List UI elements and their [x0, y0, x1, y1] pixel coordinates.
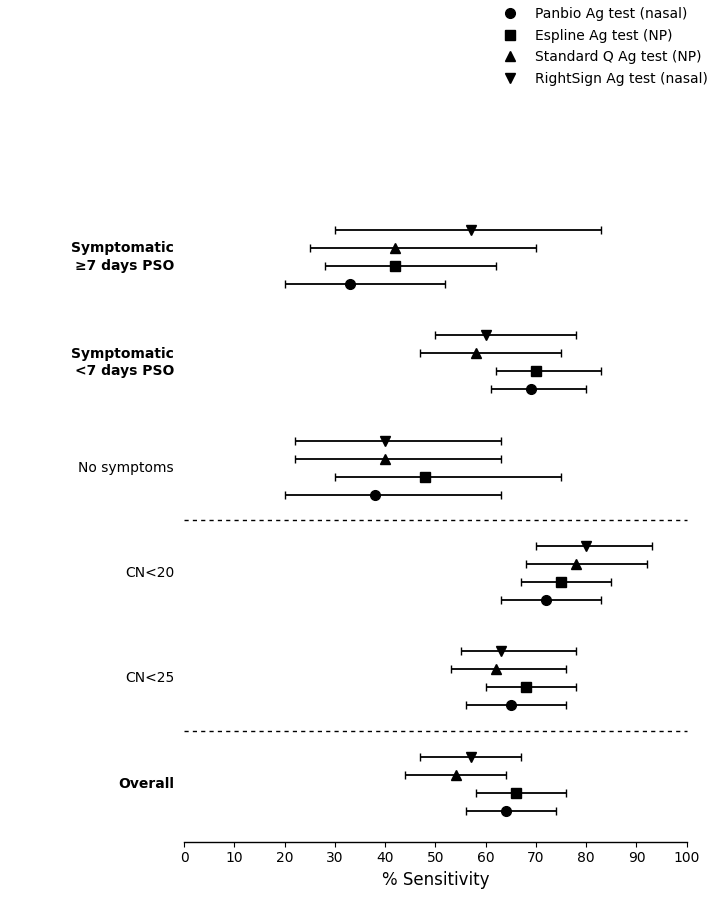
Text: Overall: Overall	[118, 776, 174, 791]
Text: Symptomatic
≥7 days PSO: Symptomatic ≥7 days PSO	[71, 242, 174, 272]
Text: Symptomatic
<7 days PSO: Symptomatic <7 days PSO	[71, 347, 174, 378]
Text: No symptoms: No symptoms	[79, 461, 174, 475]
X-axis label: % Sensitivity: % Sensitivity	[382, 871, 489, 889]
Text: CN<25: CN<25	[125, 672, 174, 685]
Legend: Panbio Ag test (nasal), Espline Ag test (NP), Standard Q Ag test (NP), RightSign: Panbio Ag test (nasal), Espline Ag test …	[496, 7, 708, 86]
Text: CN<20: CN<20	[125, 566, 174, 580]
